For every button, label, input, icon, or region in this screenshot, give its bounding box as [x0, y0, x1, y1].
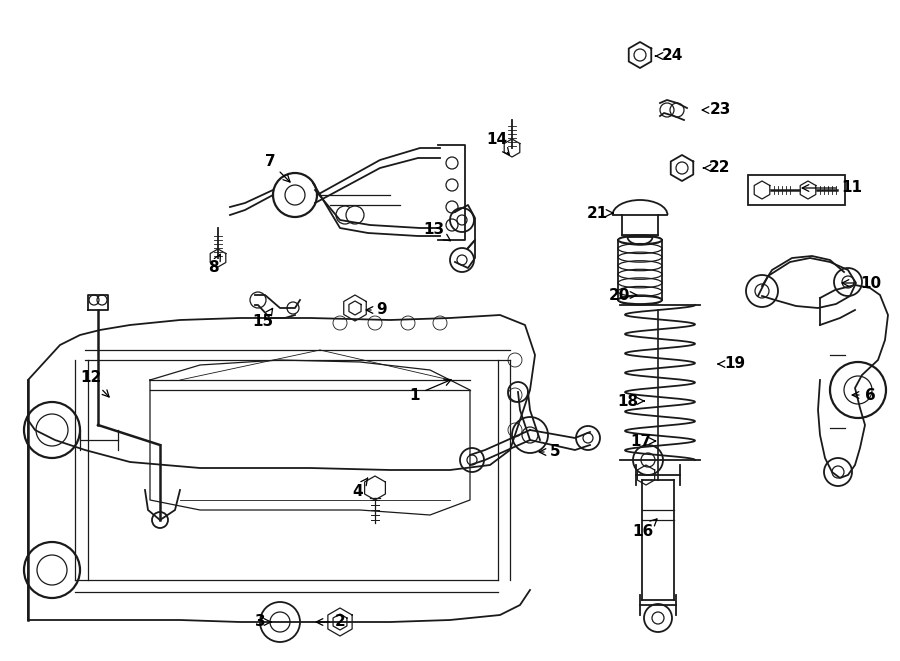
Text: 10: 10: [842, 276, 882, 290]
Polygon shape: [328, 608, 352, 636]
Text: 7: 7: [265, 155, 290, 182]
Polygon shape: [754, 181, 770, 199]
Text: 11: 11: [802, 180, 862, 196]
Text: 15: 15: [252, 309, 274, 329]
Text: 16: 16: [633, 519, 657, 539]
Text: 9: 9: [366, 303, 387, 317]
Text: 6: 6: [852, 387, 876, 403]
Text: 2: 2: [316, 615, 346, 629]
Text: 5: 5: [539, 444, 561, 459]
Text: 22: 22: [704, 161, 731, 176]
Text: 8: 8: [208, 254, 220, 276]
Circle shape: [270, 612, 290, 632]
Text: 3: 3: [255, 615, 271, 629]
Text: 4: 4: [353, 478, 367, 498]
Bar: [748, 175, 845, 205]
Text: 20: 20: [608, 288, 637, 303]
Circle shape: [633, 445, 663, 475]
Text: 18: 18: [617, 393, 644, 408]
Polygon shape: [344, 295, 366, 321]
Polygon shape: [637, 465, 654, 485]
Text: 13: 13: [423, 223, 451, 241]
Polygon shape: [504, 139, 520, 157]
Polygon shape: [670, 155, 693, 181]
Circle shape: [346, 206, 364, 224]
Circle shape: [641, 453, 655, 467]
Text: 12: 12: [80, 371, 109, 397]
Polygon shape: [211, 249, 226, 267]
Text: 19: 19: [718, 356, 745, 371]
Text: 21: 21: [587, 206, 614, 221]
Circle shape: [336, 206, 354, 224]
Text: 24: 24: [655, 48, 683, 63]
Text: 1: 1: [410, 379, 451, 403]
Text: 17: 17: [630, 434, 655, 449]
Text: 23: 23: [702, 102, 731, 118]
Polygon shape: [364, 476, 385, 500]
Text: 14: 14: [486, 132, 509, 155]
Polygon shape: [629, 42, 652, 68]
Polygon shape: [800, 181, 815, 199]
Circle shape: [260, 602, 300, 642]
